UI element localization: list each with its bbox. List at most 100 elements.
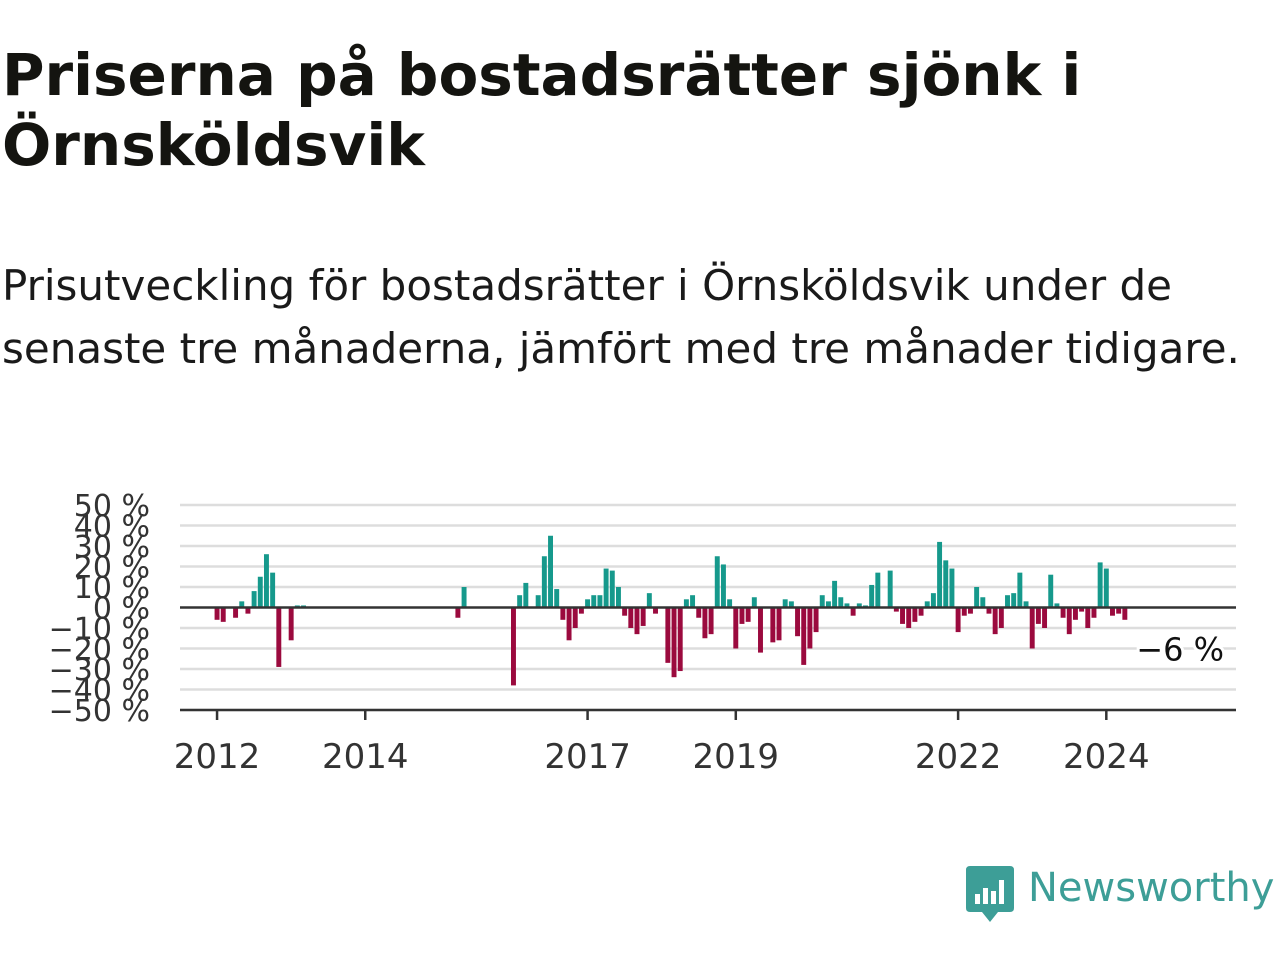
bar bbox=[961, 607, 967, 616]
bar bbox=[455, 607, 461, 618]
bar bbox=[900, 607, 905, 624]
bar bbox=[918, 607, 924, 616]
bar bbox=[523, 582, 529, 608]
bar bbox=[653, 607, 658, 614]
bar bbox=[615, 587, 621, 608]
bar bbox=[535, 595, 541, 608]
bar bbox=[1091, 607, 1097, 618]
chart-title: Priserna på bostadsrätter sjönk i Örnskö… bbox=[2, 41, 1082, 179]
bar bbox=[1017, 572, 1023, 608]
bar bbox=[758, 607, 763, 653]
bar bbox=[1066, 607, 1072, 635]
bar bbox=[813, 607, 819, 633]
axes bbox=[180, 606, 1236, 720]
bar bbox=[788, 601, 794, 608]
bar bbox=[819, 595, 825, 608]
bar bbox=[967, 607, 973, 614]
bar bbox=[270, 572, 276, 608]
bar bbox=[1029, 607, 1035, 649]
bar bbox=[912, 607, 918, 622]
bar bbox=[671, 607, 677, 678]
bar bbox=[825, 601, 831, 608]
bar bbox=[1097, 562, 1103, 608]
bar bbox=[1060, 607, 1066, 618]
bar bbox=[245, 607, 251, 614]
bar bbox=[603, 568, 609, 608]
bar bbox=[566, 607, 572, 641]
bar bbox=[974, 587, 980, 608]
x-tick-label: 2024 bbox=[1063, 737, 1150, 777]
bar bbox=[1005, 595, 1010, 608]
bar bbox=[720, 564, 726, 608]
bar bbox=[776, 607, 782, 641]
bar bbox=[665, 607, 671, 663]
y-tick-label: 40 % bbox=[74, 510, 150, 545]
bar bbox=[807, 607, 813, 649]
bar bbox=[1079, 607, 1085, 612]
bar bbox=[986, 607, 992, 614]
bar bbox=[992, 607, 998, 635]
newsworthy-logo-text: Newsworthy bbox=[1028, 865, 1275, 911]
bar bbox=[739, 607, 745, 624]
bar bbox=[251, 591, 257, 608]
bar bbox=[850, 607, 856, 616]
bar bbox=[727, 599, 733, 608]
last-value-label: −6 % bbox=[1136, 631, 1224, 669]
bar bbox=[517, 595, 523, 608]
bar bbox=[1023, 601, 1029, 608]
bar bbox=[1011, 593, 1017, 608]
bar bbox=[560, 607, 566, 620]
y-tick-label: −40 % bbox=[49, 674, 150, 709]
bar bbox=[511, 607, 516, 686]
bar bbox=[646, 593, 652, 608]
bar bbox=[733, 607, 739, 649]
bar bbox=[980, 597, 986, 608]
bar bbox=[869, 584, 875, 608]
bar bbox=[220, 607, 226, 622]
tick-labels: 50 %40 %30 %20 %10 %0 %−10 %−20 %−30 %−4… bbox=[49, 489, 1227, 777]
bar bbox=[998, 607, 1004, 628]
bar bbox=[893, 607, 899, 612]
bar bbox=[1110, 607, 1115, 616]
bar bbox=[930, 593, 936, 608]
bar bbox=[943, 560, 949, 608]
chart-subtitle: Prisutveckling för bostadsrätter i Örnsk… bbox=[2, 261, 1240, 373]
bar bbox=[1054, 603, 1060, 608]
bar bbox=[906, 607, 912, 628]
bar bbox=[622, 607, 628, 616]
bar bbox=[609, 570, 615, 608]
x-tick-label: 2014 bbox=[322, 737, 409, 777]
bar bbox=[554, 589, 560, 608]
bar bbox=[1042, 607, 1048, 628]
bar bbox=[683, 599, 689, 608]
bar bbox=[795, 607, 801, 637]
bar bbox=[838, 597, 844, 608]
bar bbox=[856, 603, 862, 608]
bar bbox=[276, 607, 282, 667]
y-tick-label: 10 % bbox=[74, 571, 150, 606]
newsworthy-logo[interactable]: Newsworthy bbox=[964, 864, 1274, 926]
bar bbox=[937, 541, 943, 608]
bars bbox=[214, 535, 1128, 686]
bar bbox=[714, 556, 720, 608]
bar bbox=[548, 535, 553, 608]
bar bbox=[214, 607, 220, 620]
bar bbox=[1048, 574, 1054, 608]
x-tick-label: 2012 bbox=[174, 737, 261, 777]
bar bbox=[801, 607, 807, 665]
bar bbox=[1035, 607, 1041, 624]
x-tick-label: 2019 bbox=[693, 737, 780, 777]
bar bbox=[770, 607, 776, 643]
bar bbox=[844, 603, 850, 608]
bar bbox=[1122, 607, 1128, 620]
y-tick-label: −20 % bbox=[49, 633, 150, 668]
bar bbox=[887, 570, 893, 608]
bar bbox=[751, 597, 757, 608]
bar bbox=[597, 595, 603, 608]
bar bbox=[572, 607, 578, 628]
bar-chart: 50 %40 %30 %20 %10 %0 %−10 %−20 %−30 %−4… bbox=[49, 489, 1236, 777]
bar bbox=[585, 599, 591, 608]
bar bbox=[257, 576, 263, 608]
bar bbox=[1116, 607, 1122, 614]
y-tick-label: −50 % bbox=[49, 694, 150, 729]
